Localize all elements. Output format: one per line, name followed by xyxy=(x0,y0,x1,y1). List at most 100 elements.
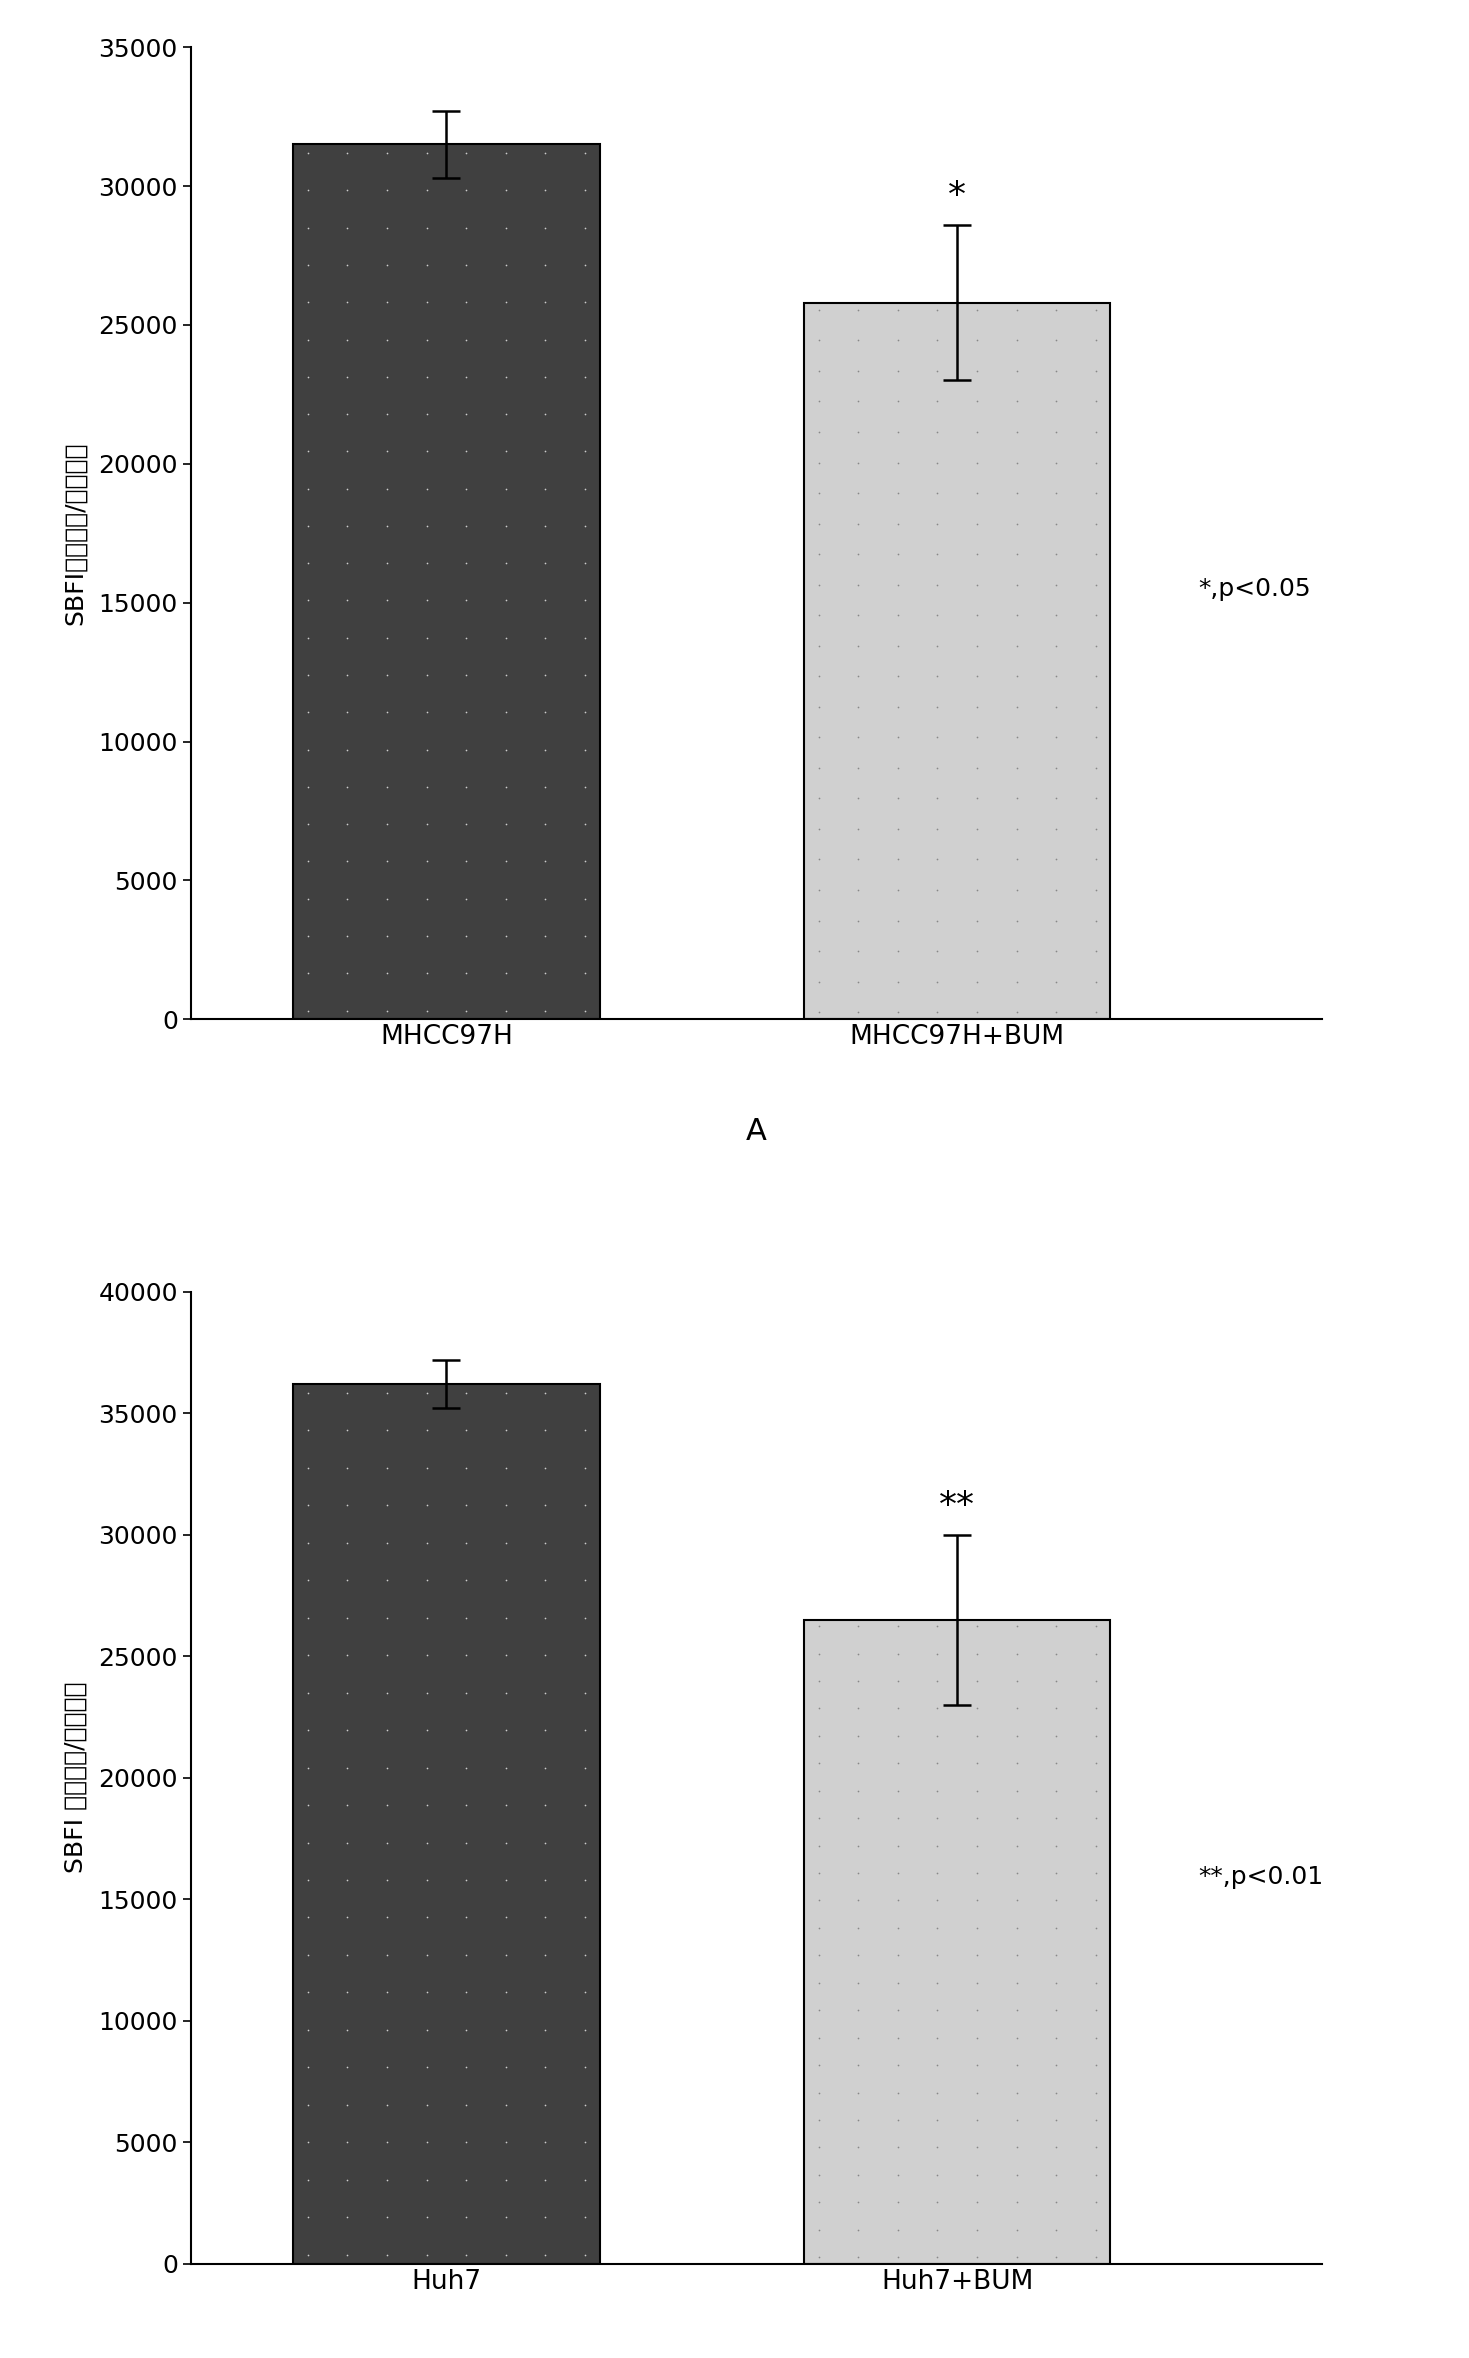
Point xyxy=(573,731,596,769)
Point xyxy=(454,656,477,693)
Point xyxy=(886,658,909,696)
Point xyxy=(925,1853,949,1891)
Point xyxy=(806,1717,830,1754)
Point xyxy=(454,358,477,396)
Point xyxy=(1005,2047,1028,2084)
Point xyxy=(533,1823,557,1860)
Point xyxy=(1005,2238,1028,2275)
Point xyxy=(573,1860,596,1898)
Point xyxy=(1044,811,1068,849)
Point xyxy=(1044,962,1068,1000)
Point xyxy=(1005,931,1028,969)
Point xyxy=(1084,1964,1108,2002)
Point xyxy=(295,469,319,507)
Point xyxy=(573,1712,596,1750)
Point xyxy=(965,2047,989,2084)
Point xyxy=(335,507,358,545)
Bar xyxy=(804,1620,1111,2264)
Point xyxy=(414,2125,438,2162)
Point xyxy=(1084,2018,1108,2056)
Point xyxy=(1005,750,1028,788)
Point xyxy=(335,2125,358,2162)
Point xyxy=(886,1634,909,1672)
Point xyxy=(494,1860,517,1898)
Point xyxy=(295,2011,319,2049)
Point xyxy=(533,2160,557,2198)
Point xyxy=(375,769,398,806)
Point xyxy=(454,432,477,469)
Point xyxy=(925,2047,949,2084)
Point xyxy=(414,1936,438,1974)
Point xyxy=(494,1974,517,2011)
Point xyxy=(1084,1936,1108,1974)
Point xyxy=(454,880,477,917)
Point xyxy=(414,283,438,321)
Point xyxy=(295,1750,319,1787)
Point xyxy=(335,358,358,396)
Point xyxy=(1084,505,1108,542)
Point xyxy=(1044,1771,1068,1809)
Point xyxy=(1044,2238,1068,2275)
Point xyxy=(965,505,989,542)
Point xyxy=(335,1936,358,1974)
Point xyxy=(886,962,909,1000)
Point xyxy=(1044,719,1068,757)
Point xyxy=(375,2087,398,2125)
Point xyxy=(925,566,949,604)
Point xyxy=(1084,627,1108,665)
Point xyxy=(295,2125,319,2162)
Point xyxy=(1044,597,1068,634)
Point xyxy=(533,1750,557,1787)
Point xyxy=(1044,993,1068,1030)
Point xyxy=(1005,780,1028,818)
Point xyxy=(1084,1662,1108,1700)
Point xyxy=(846,811,870,849)
Point xyxy=(573,134,596,172)
Point xyxy=(806,689,830,726)
Point xyxy=(454,618,477,656)
Point xyxy=(846,870,870,908)
Point xyxy=(295,993,319,1030)
Point xyxy=(1044,1662,1068,1700)
Point xyxy=(965,689,989,726)
Point xyxy=(335,955,358,993)
Point xyxy=(886,2238,909,2275)
Point xyxy=(965,290,989,328)
Point xyxy=(886,1608,909,1646)
Point xyxy=(1084,1608,1108,1646)
Point xyxy=(573,545,596,582)
Point xyxy=(806,290,830,328)
Point xyxy=(1005,1717,1028,1754)
Point xyxy=(573,917,596,955)
Point xyxy=(965,839,989,877)
Point xyxy=(1005,505,1028,542)
Point xyxy=(454,955,477,993)
Point xyxy=(295,1448,319,1486)
Point xyxy=(846,382,870,420)
Point xyxy=(295,1599,319,1636)
Point xyxy=(965,1608,989,1646)
Point xyxy=(335,1561,358,1599)
Point xyxy=(533,2235,557,2273)
Point xyxy=(533,432,557,469)
Point xyxy=(1005,321,1028,358)
Point xyxy=(1084,2155,1108,2193)
Point xyxy=(533,582,557,620)
Point xyxy=(494,693,517,731)
Point xyxy=(1084,719,1108,757)
Point xyxy=(573,1823,596,1860)
Point xyxy=(925,505,949,542)
Point xyxy=(846,290,870,328)
Point xyxy=(573,1486,596,1523)
Point xyxy=(375,618,398,656)
Point xyxy=(414,245,438,283)
Point xyxy=(1005,1936,1028,1974)
Point xyxy=(295,656,319,693)
Point xyxy=(295,1375,319,1412)
Point xyxy=(806,1910,830,1948)
Point xyxy=(806,1608,830,1646)
Point xyxy=(295,842,319,880)
Point xyxy=(533,283,557,321)
Point xyxy=(335,917,358,955)
Point xyxy=(573,1412,596,1450)
